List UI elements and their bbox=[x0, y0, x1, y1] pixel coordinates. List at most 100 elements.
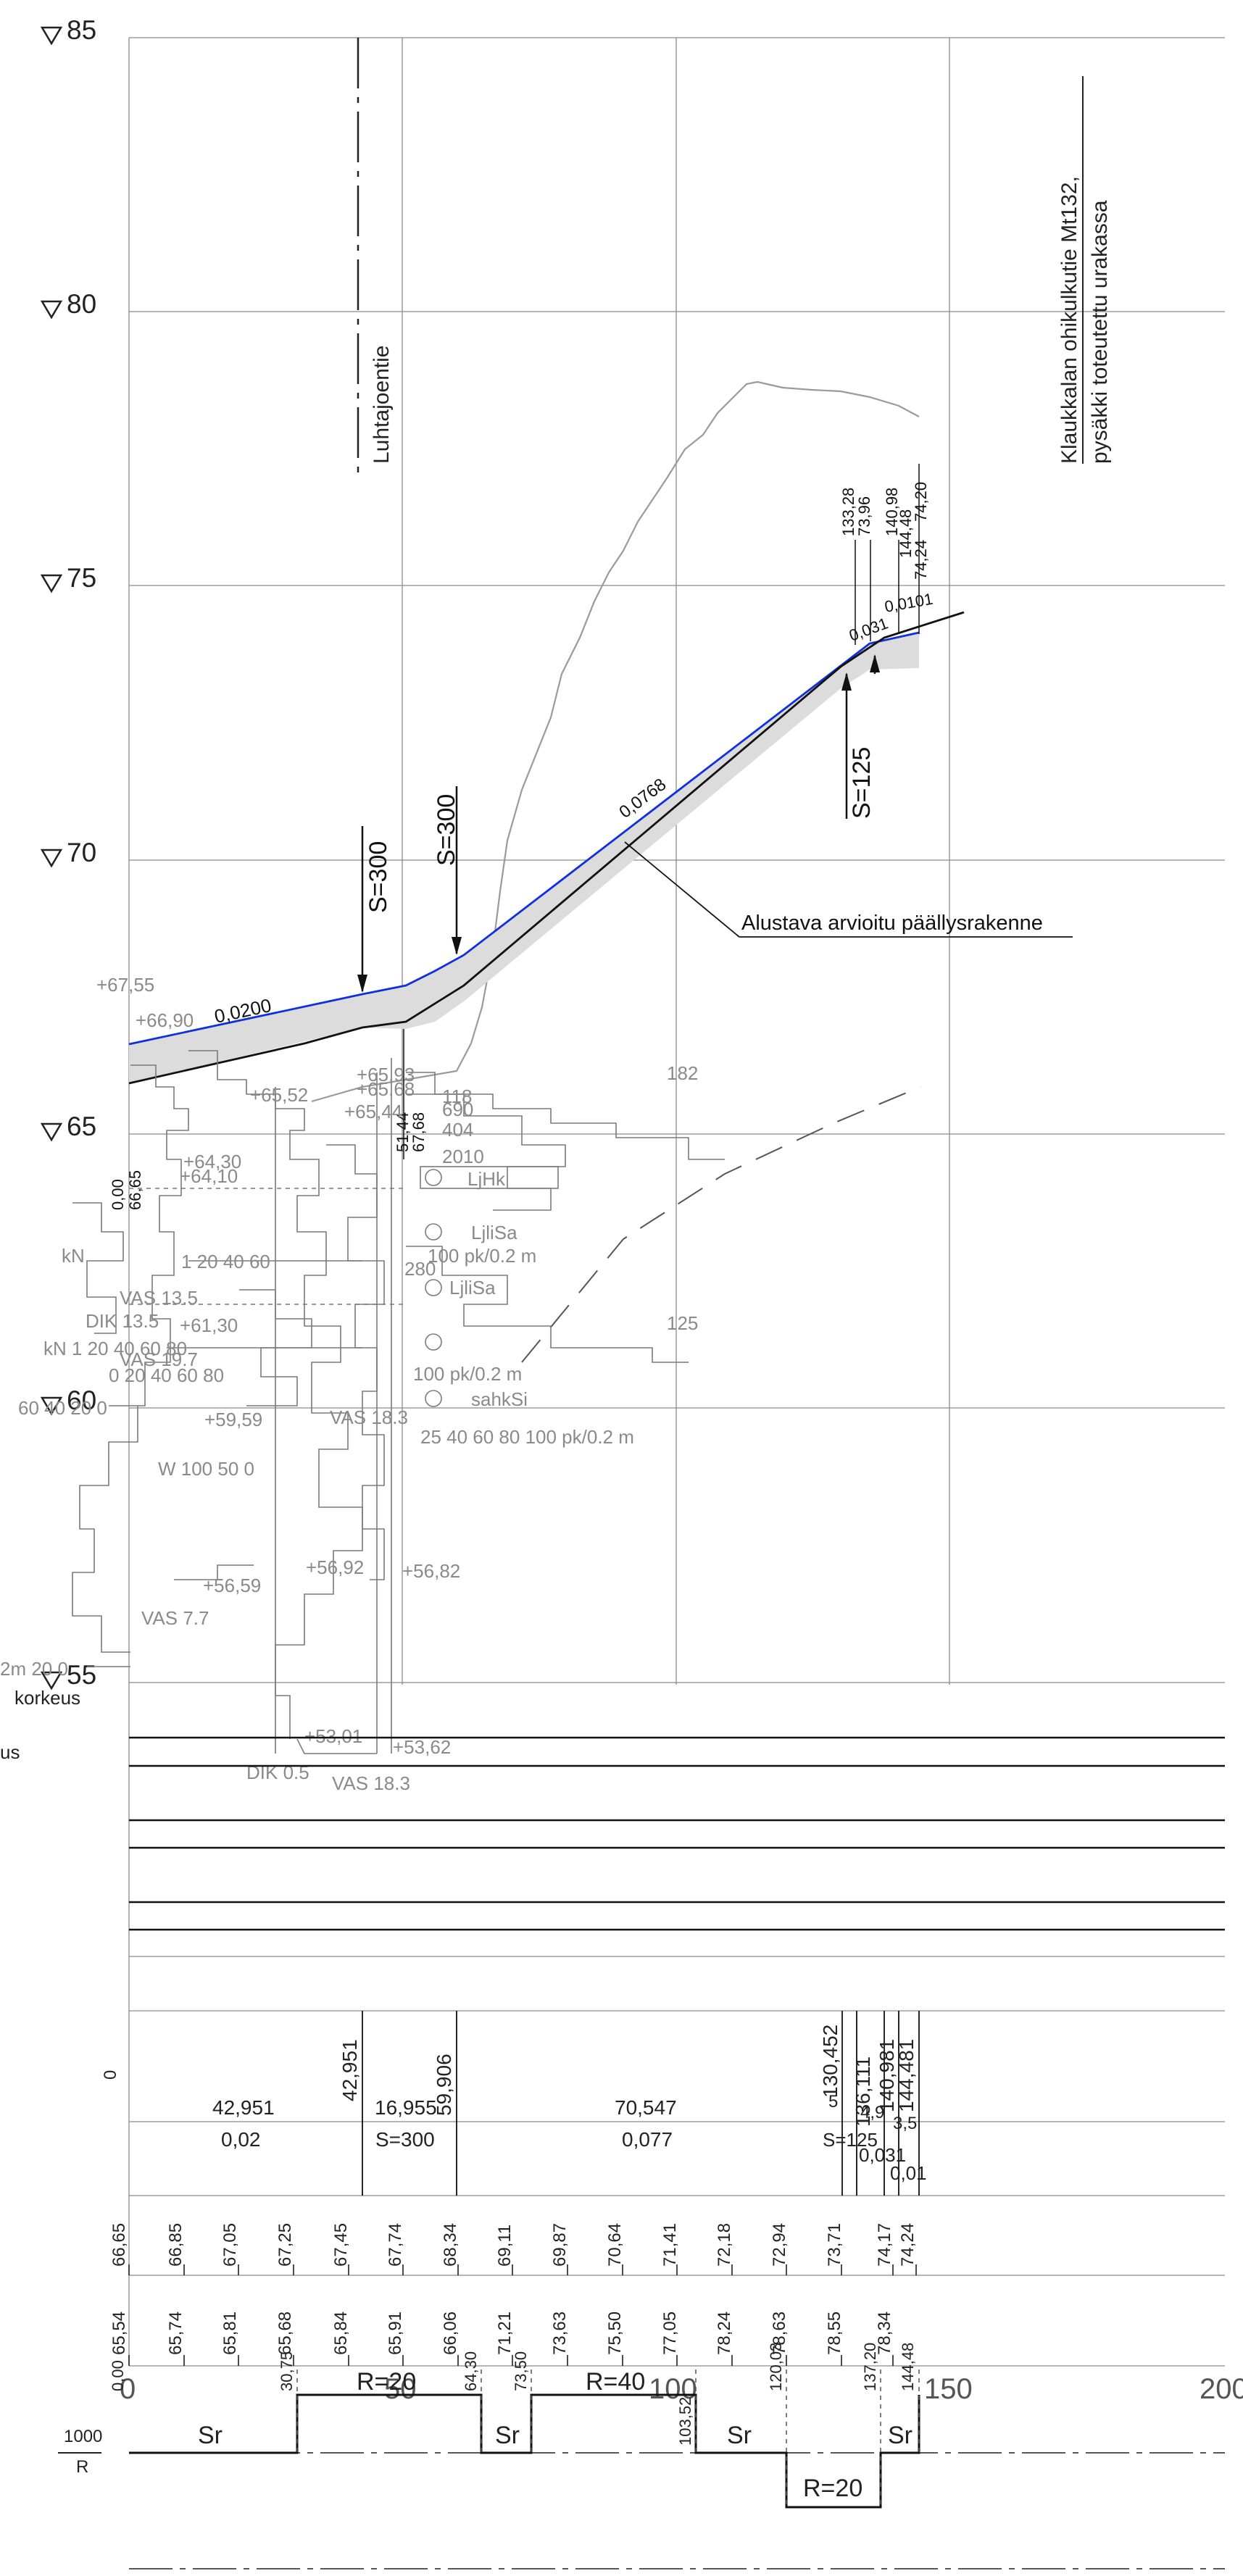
svg-text:R=20: R=20 bbox=[803, 2475, 862, 2502]
band-station: 140,981 bbox=[876, 2039, 898, 2112]
svg-text:100 pk/0.2 m: 100 pk/0.2 m bbox=[428, 1245, 536, 1267]
grid bbox=[128, 37, 1225, 2366]
svg-text:67,45: 67,45 bbox=[331, 2223, 351, 2267]
elevation-label: 60 bbox=[67, 1385, 96, 1415]
station-annotation: 140,98 bbox=[883, 488, 901, 536]
elevation-marker-60: 60 bbox=[40, 1385, 96, 1416]
svg-text:103,52: 103,52 bbox=[676, 2397, 694, 2446]
svg-text:72,94: 72,94 bbox=[770, 2223, 789, 2267]
band-grade: S=300 bbox=[375, 2128, 435, 2151]
geometry-band: 0 42,951 16,955 70,547 5 4,9 3,5 42,951 … bbox=[101, 2011, 927, 2196]
scale-label: 1000 bbox=[64, 2427, 102, 2446]
band-length: 4,9 bbox=[860, 2103, 884, 2122]
mid-markers: 51,44 67,68 bbox=[394, 1029, 428, 1159]
mid-marker: 51,44 bbox=[394, 1112, 412, 1152]
elevation-marker-65: 65 bbox=[40, 1112, 96, 1142]
svg-text:73,50: 73,50 bbox=[512, 2351, 530, 2391]
band-length: 3,5 bbox=[893, 2114, 917, 2133]
mid-marker: 67,68 bbox=[410, 1112, 428, 1152]
svg-text:77,05: 77,05 bbox=[660, 2312, 680, 2355]
svg-text:73,71: 73,71 bbox=[825, 2223, 844, 2267]
vertical-curve-marker-1: S=300 bbox=[357, 826, 392, 993]
structure-note-label: Alustava arvioitu päällysrakenne bbox=[741, 912, 1043, 935]
band-station: 59,906 bbox=[433, 2054, 455, 2116]
band-grade: 0,02 bbox=[221, 2128, 261, 2151]
vertical-curve-marker-3: S=125 bbox=[841, 654, 880, 819]
station-annotation: 74,24 bbox=[912, 540, 930, 580]
elevation-marker-80: 80 bbox=[40, 289, 96, 320]
svg-text:kN 1 20 40 60 80: kN 1 20 40 60 80 bbox=[43, 1338, 187, 1359]
svg-text:2m 20 0: 2m 20 0 bbox=[0, 1658, 68, 1680]
svg-text:Sr: Sr bbox=[495, 2422, 520, 2449]
left-markers: 0,00 66,65 bbox=[109, 1170, 144, 1210]
band-station: 42,951 bbox=[338, 2039, 361, 2101]
station-annotation: 144,48 bbox=[897, 509, 915, 558]
svg-text:+66,90: +66,90 bbox=[136, 1009, 194, 1031]
svg-text:Sr: Sr bbox=[727, 2422, 752, 2449]
chainage-label: 0 bbox=[120, 2373, 136, 2405]
svg-text:+59,59: +59,59 bbox=[204, 1409, 262, 1430]
svg-text:182: 182 bbox=[667, 1062, 698, 1084]
band-length: 70,547 bbox=[615, 2096, 677, 2119]
svg-text:74,24: 74,24 bbox=[898, 2223, 918, 2267]
vertical-curve-marker-2: S=300 bbox=[433, 786, 462, 955]
bedrock-dashed-line bbox=[521, 1086, 921, 1363]
project-note-line1: Klaukkalan ohikulkutie Mt132, bbox=[1057, 176, 1081, 464]
svg-text:LjHk: LjHk bbox=[467, 1168, 506, 1190]
svg-text:65,81: 65,81 bbox=[220, 2312, 240, 2355]
svg-text:65,54: 65,54 bbox=[109, 2312, 129, 2355]
svg-text:65,91: 65,91 bbox=[386, 2312, 405, 2355]
station-annotation: 73,96 bbox=[855, 496, 873, 536]
svg-text:+65,52: +65,52 bbox=[250, 1084, 308, 1106]
chainage-label: 100 bbox=[649, 2373, 697, 2405]
svg-text:137,20: 137,20 bbox=[861, 2343, 879, 2391]
band-length: 42,951 bbox=[212, 2096, 275, 2119]
horizontal-alignment-band: 0,00 30,75 64,30 73,50 103,52 120,03 137… bbox=[58, 2343, 1225, 2569]
elevation-label: 65 bbox=[67, 1112, 96, 1141]
band-thin-lines bbox=[129, 1956, 1225, 2367]
svg-text:78,55: 78,55 bbox=[825, 2312, 844, 2355]
svg-text:VAS 18.3: VAS 18.3 bbox=[332, 1772, 410, 1794]
svg-text:+56,82: +56,82 bbox=[402, 1560, 460, 1582]
station-annotation: 133,28 bbox=[839, 488, 857, 536]
band-zero-label: 0 bbox=[101, 2070, 120, 2080]
svg-text:66,65: 66,65 bbox=[109, 2223, 129, 2267]
svg-text:VAS 13.5: VAS 13.5 bbox=[120, 1287, 198, 1309]
svg-text:R=20: R=20 bbox=[357, 2368, 416, 2396]
project-note-line2: pysäkki toteutettu urakassa bbox=[1088, 200, 1112, 464]
svg-text:VAS 18.3: VAS 18.3 bbox=[330, 1406, 408, 1428]
svg-text:1 20 40 60: 1 20 40 60 bbox=[181, 1251, 270, 1272]
svg-text:+64,10: +64,10 bbox=[180, 1165, 238, 1187]
curve-label-2: S=300 bbox=[433, 794, 460, 866]
svg-text:65,74: 65,74 bbox=[166, 2312, 186, 2355]
svg-text:78,34: 78,34 bbox=[875, 2312, 894, 2355]
band-grade: 0,01 bbox=[890, 2162, 927, 2184]
svg-text:+65,44: +65,44 bbox=[344, 1101, 402, 1122]
svg-text:68,34: 68,34 bbox=[441, 2223, 460, 2267]
band-station: 130,452 bbox=[819, 2025, 841, 2098]
svg-text:+56,59: +56,59 bbox=[203, 1575, 261, 1596]
svg-text:280: 280 bbox=[404, 1258, 436, 1280]
svg-text:125: 125 bbox=[667, 1312, 698, 1334]
radius-label: R bbox=[76, 2457, 88, 2477]
gradient-label-4: 0,0101 bbox=[884, 590, 935, 616]
svg-text:78,24: 78,24 bbox=[715, 2312, 734, 2355]
geotechnical-labels: LjHk LjliSa LjliSa sahkSi VAS 13.5 VAS 1… bbox=[0, 1062, 698, 1794]
svg-text:R=40: R=40 bbox=[586, 2368, 645, 2396]
existing-ground-line bbox=[311, 380, 920, 1103]
svg-text:67,05: 67,05 bbox=[220, 2223, 240, 2267]
chainage-axis: 0 50 100 150 200 bbox=[120, 2373, 1243, 2405]
left-marker: 66,65 bbox=[126, 1170, 144, 1210]
svg-text:60 40 20 0: 60 40 20 0 bbox=[18, 1397, 107, 1419]
svg-text:+56,92: +56,92 bbox=[306, 1556, 364, 1578]
svg-text:65,68: 65,68 bbox=[275, 2312, 295, 2355]
svg-text:404: 404 bbox=[442, 1119, 473, 1141]
svg-text:+65,93: +65,93 bbox=[357, 1064, 415, 1085]
road-name-annotation: Luhtajoentie bbox=[357, 38, 394, 475]
svg-text:118: 118 bbox=[442, 1085, 472, 1107]
band-lines bbox=[129, 1736, 1225, 1931]
korkeus-label: korkeus bbox=[14, 1687, 80, 1709]
left-marker: 0,00 bbox=[109, 1179, 127, 1210]
svg-text:120,03: 120,03 bbox=[767, 2343, 785, 2391]
svg-text:+67,55: +67,55 bbox=[96, 974, 154, 996]
